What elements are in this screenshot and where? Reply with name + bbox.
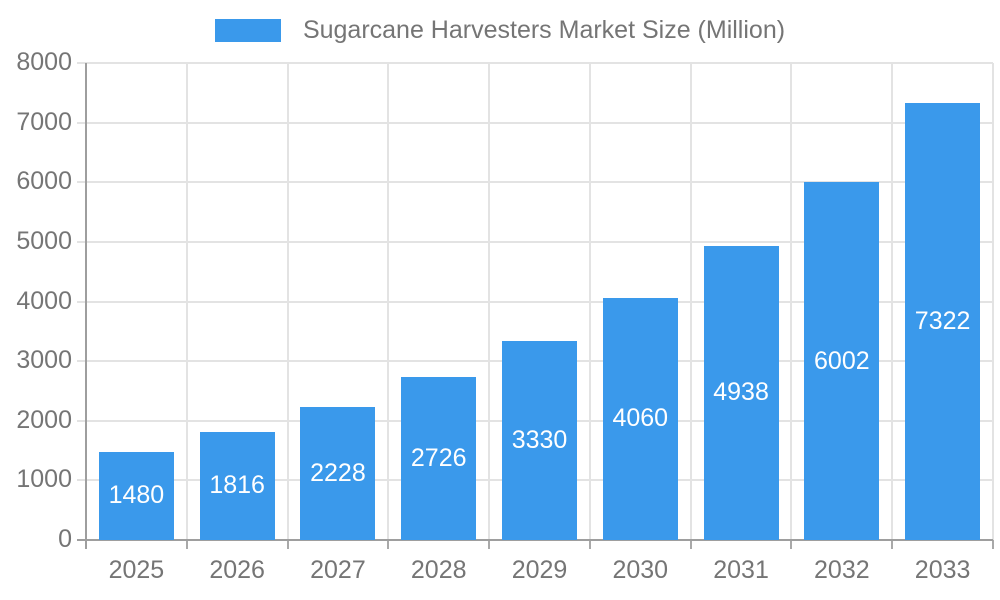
x-tick-label: 2032 — [814, 556, 870, 584]
x-gridline — [689, 63, 692, 540]
x-gridline — [387, 63, 390, 540]
bar-2027: 2228 — [300, 407, 376, 540]
bar-2029: 3330 — [502, 341, 577, 540]
bar-value-label: 2726 — [410, 444, 467, 473]
legend-swatch-icon — [214, 19, 281, 42]
y-axis-line — [85, 63, 87, 549]
x-gridline — [286, 63, 289, 540]
x-tick-mark — [588, 540, 591, 549]
y-gridline — [77, 181, 993, 184]
x-gridline — [488, 63, 491, 540]
x-gridline — [790, 63, 793, 540]
y-tick-label: 8000 — [16, 48, 72, 76]
bar-2032: 6002 — [804, 182, 880, 540]
x-tick-mark — [286, 540, 289, 549]
x-tick-label: 2028 — [410, 556, 467, 584]
x-gridline — [992, 63, 994, 540]
y-tick-label: 5000 — [16, 226, 72, 255]
y-tick-label: 1000 — [16, 465, 72, 494]
y-tick-label: 0 — [58, 525, 72, 553]
x-tick-mark — [992, 540, 994, 549]
legend-item[interactable]: Sugarcane Harvesters Market Size (Millio… — [214, 16, 786, 44]
x-tick-mark — [689, 540, 692, 549]
bar-value-label: 4938 — [713, 378, 769, 407]
bar-value-label: 4060 — [612, 404, 669, 433]
y-gridline — [77, 240, 993, 243]
bar-2025: 1480 — [98, 451, 174, 540]
bar-value-label: 3330 — [511, 426, 568, 455]
bar-2028: 2726 — [401, 377, 477, 540]
y-tick-label: 3000 — [16, 346, 72, 375]
x-tick-label: 2031 — [713, 556, 769, 584]
x-tick-mark — [185, 540, 188, 549]
bar-2026: 1816 — [199, 431, 275, 540]
y-tick-label: 4000 — [16, 286, 72, 315]
x-tick-label: 2030 — [612, 556, 669, 584]
x-tick-label: 2025 — [108, 556, 165, 584]
bar-2033: 7322 — [905, 103, 981, 540]
y-tick-label: 2000 — [16, 405, 72, 434]
x-tick-mark — [488, 540, 491, 549]
bar-value-label: 7322 — [914, 307, 971, 336]
x-tick-label: 2026 — [209, 556, 265, 584]
bar-value-label: 2228 — [310, 459, 366, 488]
y-gridline — [77, 121, 993, 124]
x-tick-mark — [891, 540, 894, 549]
bar-value-label: 1816 — [209, 471, 265, 500]
x-tick-label: 2033 — [914, 556, 971, 584]
x-axis-line — [77, 539, 993, 541]
legend: Sugarcane Harvesters Market Size (Millio… — [0, 18, 1000, 43]
x-tick-mark — [387, 540, 390, 549]
y-gridline — [77, 62, 993, 64]
x-gridline — [891, 63, 894, 540]
y-gridline — [77, 300, 993, 303]
legend-label: Sugarcane Harvesters Market Size (Millio… — [302, 16, 786, 44]
x-tick-label: 2029 — [511, 556, 568, 584]
bar-2030: 4060 — [602, 297, 678, 540]
x-gridline — [185, 63, 188, 540]
bar-value-label: 1480 — [108, 481, 165, 510]
x-gridline — [588, 63, 591, 540]
x-tick-mark — [790, 540, 793, 549]
y-tick-label: 6000 — [16, 167, 72, 196]
y-tick-label: 7000 — [16, 107, 72, 136]
bar-value-label: 6002 — [814, 346, 870, 375]
x-tick-label: 2027 — [310, 556, 366, 584]
bar-2031: 4938 — [703, 245, 779, 540]
